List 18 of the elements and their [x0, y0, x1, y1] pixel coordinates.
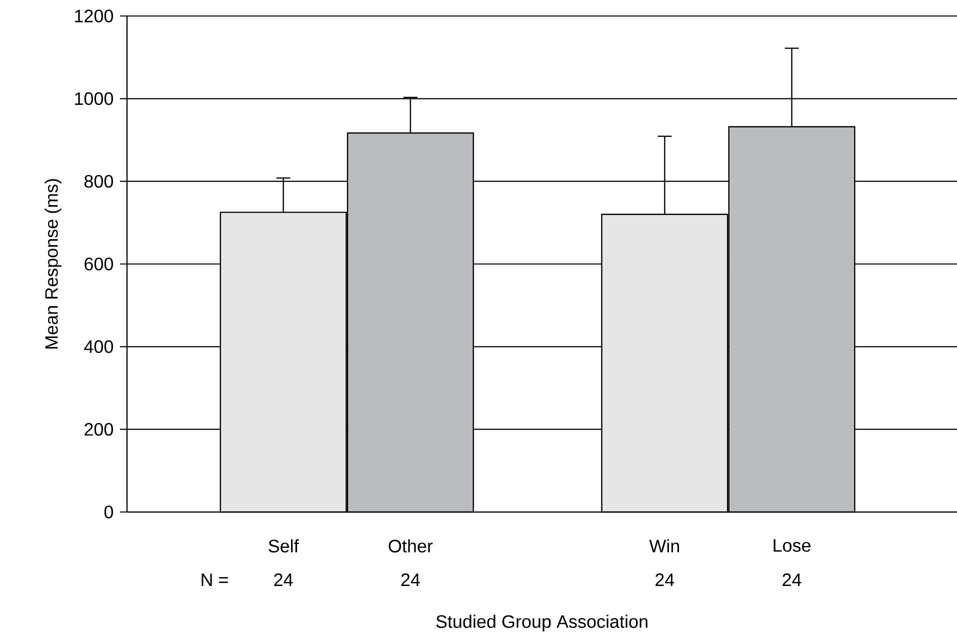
y-axis-title: Mean Response (ms): [44, 179, 62, 349]
y-tick-label: 1200: [75, 10, 114, 22]
y-tick-label: 0: [104, 506, 114, 518]
x-tick-label: Win: [649, 539, 679, 552]
x-tick-label: Self: [268, 539, 299, 552]
y-tick-label: 800: [84, 174, 114, 188]
text: N =: [202, 574, 228, 586]
text: 24: [656, 573, 674, 586]
x-axis-title: Studied Group Association: [436, 614, 648, 632]
y-tick-label: 1000: [75, 92, 114, 106]
y-tick-label: 600: [84, 258, 114, 270]
text: 24: [401, 573, 420, 586]
text: 24: [782, 573, 802, 586]
y-tick-label: 200: [84, 422, 114, 436]
x-tick-label: Lose: [774, 539, 810, 552]
x-tick-label: Other: [388, 539, 433, 552]
y-tick-label: 400: [84, 340, 114, 354]
text: 24: [274, 573, 293, 586]
